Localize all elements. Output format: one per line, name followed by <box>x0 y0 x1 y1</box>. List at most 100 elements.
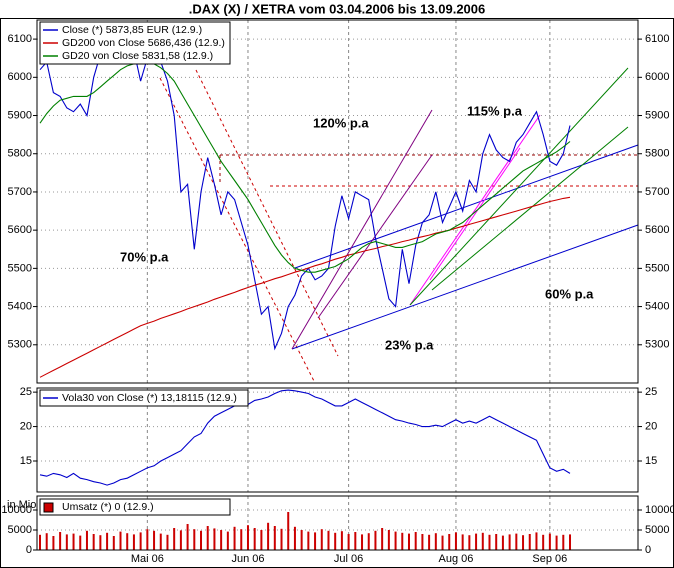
trend-line <box>294 144 639 269</box>
volume-bar <box>59 532 62 550</box>
volume-bar <box>173 528 176 550</box>
y-tick-label-right: 6000 <box>645 71 669 83</box>
volume-bar <box>186 524 189 550</box>
annotation: 115% p.a <box>467 103 523 118</box>
volume-bar <box>213 528 216 550</box>
volume-bar <box>45 533 48 550</box>
y-tick-label: 5000 <box>8 524 32 536</box>
volume-bar <box>441 535 444 550</box>
y-tick-label: 20 <box>20 420 32 432</box>
y-tick-label-right: 5800 <box>645 148 669 160</box>
volume-bar <box>428 534 431 550</box>
x-tick-label: Aug 06 <box>439 553 474 565</box>
volume-bar <box>146 529 149 550</box>
y-tick-label: 25 <box>20 386 32 398</box>
x-tick-label: Jun 06 <box>231 553 264 565</box>
volume-bar <box>569 534 571 550</box>
volume-bar <box>354 532 357 550</box>
y-tick-label-right: 0 <box>645 544 651 556</box>
volume-bar <box>448 534 451 550</box>
trend-line <box>409 114 541 306</box>
y-tick-label-right: 5300 <box>645 339 669 351</box>
legend-label: GD200 von Close 5686,436 (12.9.) <box>62 37 225 49</box>
volume-bar <box>481 532 484 550</box>
trend-line <box>291 109 433 350</box>
volume-bar <box>200 530 203 550</box>
volume-bar <box>206 526 209 550</box>
volume-bar <box>535 532 538 550</box>
y-tick-label-right: 20 <box>645 420 657 432</box>
trend-line <box>291 224 639 350</box>
volume-bar <box>327 530 330 550</box>
volume-bar <box>139 532 142 550</box>
volume-bar <box>106 532 109 550</box>
volume-bar <box>246 525 249 550</box>
volume-bar <box>226 531 229 550</box>
y-tick-label: 0 <box>26 544 32 556</box>
legend-label: Umsatz (*) 0 (12.9.) <box>62 501 154 513</box>
annotation: 70% p.a <box>120 249 169 264</box>
volume-bar <box>52 536 55 550</box>
trend-line <box>409 67 629 306</box>
trend-line <box>431 126 629 291</box>
volume-bar <box>475 533 478 550</box>
volume-bar <box>193 529 196 550</box>
y-tick-label: 15 <box>20 455 32 467</box>
volume-bar <box>267 522 270 550</box>
volume-bar <box>548 533 551 550</box>
volume-bar <box>562 534 565 550</box>
y-tick-label-right: 15 <box>645 455 657 467</box>
volume-bar <box>153 530 156 550</box>
plot-frame <box>36 19 639 384</box>
volume-bar <box>132 534 135 550</box>
volume-bar <box>542 534 545 550</box>
volume-bar <box>555 535 558 550</box>
volume-bar <box>381 528 384 550</box>
volume-bar <box>334 532 337 550</box>
line-series <box>39 196 571 378</box>
volume-bar <box>253 528 256 550</box>
volume-bar <box>65 534 68 550</box>
volume-bar <box>39 534 41 550</box>
line-series <box>39 389 571 486</box>
volume-bar <box>528 534 531 550</box>
volume-bar <box>119 531 122 550</box>
volume-bar <box>293 526 296 550</box>
trend-line <box>429 147 521 281</box>
annotation: 23% p.a <box>385 337 434 352</box>
volume-bar <box>515 533 518 550</box>
volume-bar <box>99 535 102 550</box>
x-tick-label: Jul 06 <box>334 553 363 565</box>
volume-bar <box>112 536 115 550</box>
y-tick-label: 6100 <box>8 33 32 45</box>
volume-bar <box>374 530 377 550</box>
volume-bar <box>461 534 464 550</box>
volume-bar <box>233 526 236 550</box>
legend-label: Vola30 von Close (*) 13,18115 (12.9.) <box>62 392 237 404</box>
volume-bar <box>407 533 410 550</box>
plot-frame <box>36 387 639 493</box>
line-series <box>39 61 571 273</box>
volume-bar <box>468 535 471 550</box>
legend <box>39 389 249 407</box>
x-tick-label: Sep 06 <box>532 553 567 565</box>
y-tick-label-right: 10000 <box>645 504 674 516</box>
volume-bar <box>414 532 417 550</box>
volume-bar <box>159 533 162 550</box>
volume-bar <box>320 529 323 550</box>
y-tick-label: 5700 <box>8 186 32 198</box>
y-tick-label-right: 5000 <box>645 524 669 536</box>
volume-bar <box>300 530 303 550</box>
volume-bar <box>394 531 397 550</box>
volume-bar <box>340 531 343 550</box>
volume-bar <box>280 528 283 550</box>
volume-bar <box>179 530 182 550</box>
volume-bar <box>126 533 129 550</box>
volume-bar <box>85 530 88 550</box>
y-tick-label: 6000 <box>8 71 32 83</box>
y-tick-label-right: 5500 <box>645 262 669 274</box>
y-tick-label: 5600 <box>8 224 32 236</box>
volume-bar <box>401 532 404 550</box>
volume-bar <box>240 529 243 550</box>
plot-frame <box>36 495 639 551</box>
